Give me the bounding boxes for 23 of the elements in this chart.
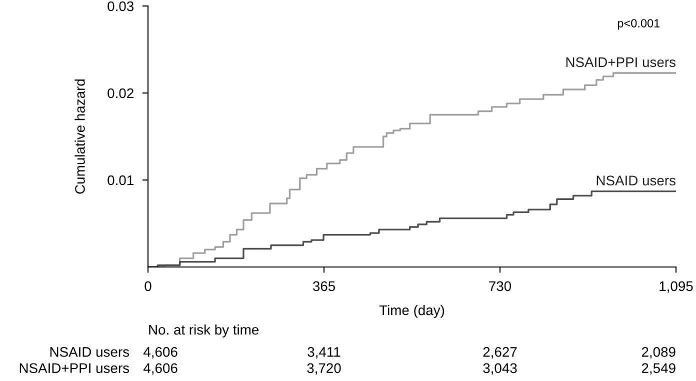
x-tick-label: 365 [312,281,336,292]
text: 4,606 [143,363,178,375]
text: 3,720 [307,363,341,375]
y-axis-title: Cumulative hazard [74,79,85,194]
x-tick-label: 0 [144,281,152,292]
series-label: NSAID users [596,176,676,186]
text: 4,606 [143,347,178,358]
text: 2,089 [642,347,676,358]
y-tick-label: 0.03 [108,1,134,12]
text: 3,411 [308,347,340,358]
x-axis-title: Time (day) [379,304,444,318]
x-tick-label: 730 [489,281,512,292]
annotation: p<0.001 [618,19,660,30]
text: No. at risk by time [149,324,259,338]
text: 2,627 [483,347,517,358]
text: NSAID users [50,347,130,357]
series-label: NSAID+PPI users [566,57,676,68]
x-tick-label: 1,095 [660,281,693,293]
text: NSAID+PPI users [20,363,130,374]
text: 2,549 [642,363,676,375]
y-tick-label: 0.01 [108,175,134,186]
y-tick-label: 0.02 [108,88,134,98]
text: 3,043 [483,363,517,375]
